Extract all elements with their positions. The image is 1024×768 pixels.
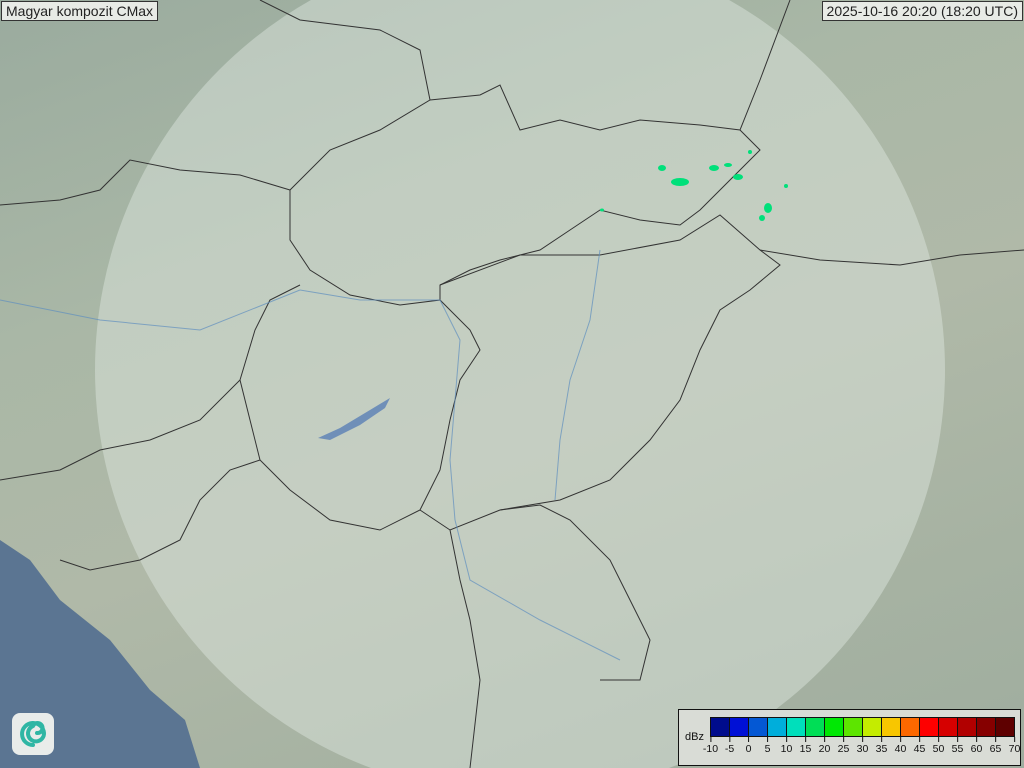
- legend-tick-label: 10: [781, 737, 792, 755]
- color-cell: [730, 718, 749, 736]
- legend-tick-label: 20: [819, 737, 830, 755]
- legend-tick-label: 30: [857, 737, 868, 755]
- color-cell: [901, 718, 920, 736]
- color-cell: [844, 718, 863, 736]
- color-cell: [749, 718, 768, 736]
- legend-unit: dBz: [685, 731, 704, 743]
- legend-tick-label: 35: [876, 737, 887, 755]
- swirl-logo-icon: [12, 713, 54, 755]
- color-cell: [711, 718, 730, 736]
- legend-tick-label: 55: [952, 737, 963, 755]
- legend-tick-label: 45: [914, 737, 925, 755]
- lake-balaton: [318, 398, 390, 440]
- color-cell: [806, 718, 825, 736]
- radar-echoes: [600, 150, 788, 221]
- legend-tick-label: 5: [765, 737, 770, 755]
- legend-tick-label: 50: [933, 737, 944, 755]
- color-cell: [996, 718, 1014, 736]
- legend-tick-label: 0: [746, 737, 751, 755]
- legend-tick-label: -10: [703, 737, 718, 755]
- product-title: Magyar kompozit CMax: [1, 1, 159, 21]
- radar-coverage-area: [95, 0, 945, 768]
- legend-tick-label: 60: [971, 737, 982, 755]
- dbz-color-legend: dBz -10 -5 0 5 10 15 20 25 30 35 40 45 50 55 60 65 70: [678, 709, 1021, 766]
- legend-tick-label: 25: [838, 737, 849, 755]
- legend-tick-label: 40: [895, 737, 906, 755]
- rivers: [0, 249, 621, 661]
- color-cell: [768, 718, 787, 736]
- color-cell: [787, 718, 806, 736]
- color-cell: [825, 718, 844, 736]
- color-cell: [863, 718, 882, 736]
- timestamp: 2025-10-16 20:20 (18:20 UTC): [821, 1, 1023, 21]
- legend-tick-label: 65: [990, 737, 1001, 755]
- color-cell: [882, 718, 901, 736]
- color-cell: [920, 718, 939, 736]
- color-scale-bar: [710, 717, 1015, 737]
- color-cell: [958, 718, 977, 736]
- legend-ticks: -10 -5 0 5 10 15 20 25 30 35 40 45 50 55 60 65 70: [703, 737, 1020, 761]
- legend-tick-label: -5: [725, 737, 734, 755]
- adriatic-sea: [0, 540, 200, 768]
- legend-tick-label: 70: [1009, 737, 1020, 755]
- legend-tick-label: 15: [800, 737, 811, 755]
- color-cell: [939, 718, 958, 736]
- color-cell: [977, 718, 996, 736]
